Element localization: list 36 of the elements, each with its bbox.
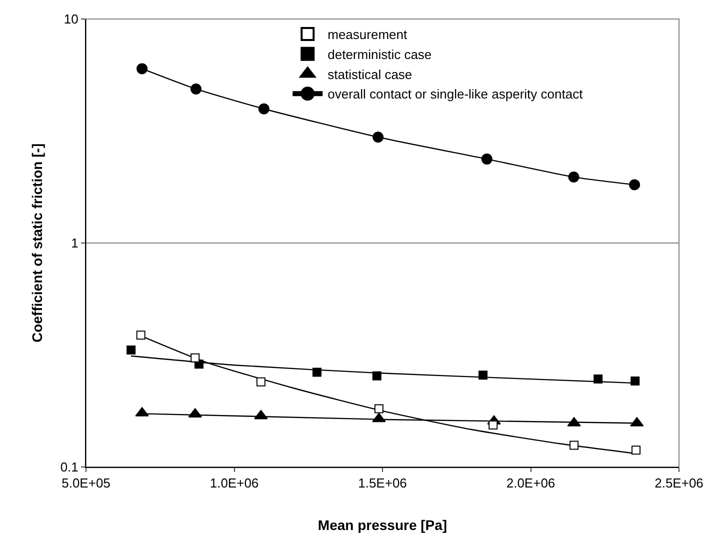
x-tick-label: 1.5E+06: [358, 476, 407, 491]
y-tick-label: 10: [64, 12, 78, 27]
point: [570, 440, 579, 450]
point: [254, 410, 268, 420]
point: [629, 179, 640, 190]
point: [190, 353, 200, 362]
legend-label: deterministic case: [328, 46, 432, 62]
point: [190, 83, 202, 94]
y-tick-label: 0.1: [60, 460, 78, 475]
legend-label: measurement: [328, 27, 408, 42]
y-tick-label: 1: [71, 236, 78, 251]
point: [136, 330, 146, 340]
x-tick-label: 5.0E+05: [62, 476, 110, 491]
point: [136, 63, 148, 74]
legend-label: statistical case: [328, 66, 412, 82]
point: [568, 172, 580, 183]
x-tick-label: 2.5E+06: [654, 476, 704, 491]
point: [374, 404, 384, 414]
point: [594, 374, 603, 384]
x-axis-title: Mean pressure [Pa]: [318, 516, 448, 533]
point: [372, 412, 386, 422]
point: [372, 132, 384, 143]
point: [312, 368, 322, 377]
y-axis-title: Coefficient of static friction [-]: [28, 143, 45, 343]
point: [372, 371, 382, 380]
point: [256, 377, 266, 386]
point: [630, 376, 640, 386]
point: [632, 446, 641, 455]
point: [126, 345, 136, 354]
x-tick-label: 1.0E+06: [210, 476, 259, 491]
legend-label: overall contact or single-like asperity contact: [328, 86, 584, 102]
point: [488, 420, 498, 430]
point: [481, 154, 492, 165]
point: [478, 370, 488, 380]
point: [258, 103, 270, 114]
x-tick-label: 2.0E+06: [506, 476, 556, 491]
